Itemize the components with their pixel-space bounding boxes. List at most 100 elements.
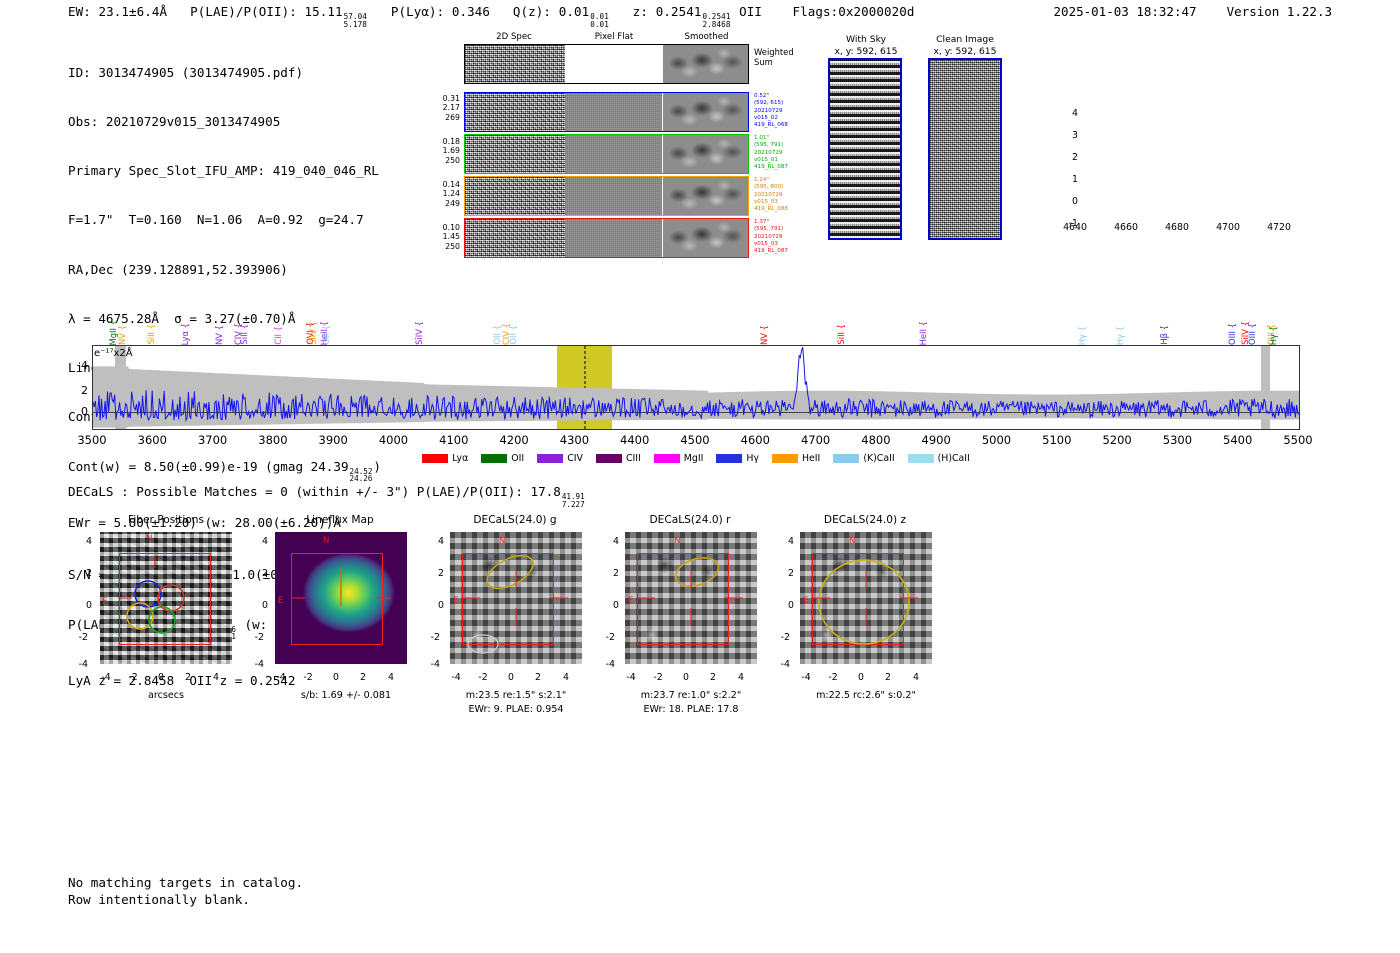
qz-label: Q(z): [512, 4, 552, 19]
spectrum-xtick: 4000 [378, 433, 409, 447]
lineflux-xtick: 4 [388, 672, 394, 683]
decals-z-ytick: 2 [788, 568, 794, 579]
fiber-positions-caption: arcsecs [147, 690, 185, 701]
emission-line-label: OIII { [1247, 323, 1258, 345]
decals-r-ytick: 2 [613, 568, 619, 579]
lineflux-ytick: -2 [254, 632, 264, 643]
col-header-pixel-flat: Pixel Flat [594, 32, 634, 42]
weighted-sum-label: Weighted Sum [754, 47, 794, 68]
emission-line-label: Hγ { [1115, 325, 1126, 345]
decals-z-xtick: 4 [913, 672, 919, 683]
lineflux-ytick: 0 [262, 600, 268, 611]
legend-item: CIV [537, 453, 583, 464]
with-sky-image [828, 58, 902, 240]
emission-line-label: OII { [320, 325, 331, 345]
lineflux-xtick: -2 [303, 672, 313, 683]
decals-g-xtick: 4 [563, 672, 569, 683]
legend-item: Lyα [422, 453, 468, 464]
decals-z-ytick: 0 [788, 600, 794, 611]
plae-value: 15.11 [304, 4, 343, 19]
compass-n-label: N [849, 536, 856, 546]
legend-item: HeII [771, 453, 820, 464]
col-header-2d-spec: 2D Spec [496, 32, 532, 42]
spectrum-xtick: 5500 [1283, 433, 1313, 447]
spectrum-xtick: 5100 [1042, 433, 1072, 447]
legend-item: (K)CaII [833, 453, 895, 464]
two-d-spectrum-panel: 2D Spec Pixel Flat Smoothed Weighted Sum… [418, 32, 808, 258]
info-seeing-throughput: F=1.7" T=0.160 N=1.06 A=0.92 g=24.7 [68, 212, 364, 228]
fiber-ytick: 2 [86, 568, 92, 579]
ew-label: EW: [68, 4, 91, 19]
legend-swatch [537, 454, 564, 463]
fiber-xtick: 2 [185, 672, 191, 683]
z-label: z: [632, 4, 649, 19]
weighted-flat-image [564, 45, 663, 83]
spectrum-xtick: 5200 [1102, 433, 1132, 447]
emission-line-label: SiIV { [307, 321, 318, 345]
spectrum-xtick: 5400 [1223, 433, 1253, 447]
plae-label: P(LAE)/P(OII): [190, 4, 297, 19]
decals-r-xtick: 4 [738, 672, 744, 683]
decals-g-ytick: 4 [438, 536, 444, 547]
decals-g-ytick: -2 [430, 632, 440, 643]
exposure-meta-3: 1.24" (595, 800) 20210729 v015_03 419_RL_088 [754, 177, 788, 213]
legend-swatch [716, 454, 743, 463]
compass-e-label: E [278, 596, 284, 606]
emission-line-label: Hβ { [1159, 325, 1170, 345]
spectrum-xtick: 4400 [620, 433, 650, 447]
decals-g-apertures [462, 554, 568, 654]
emission-line-fit-chart: e⁻¹⁷x2Å 4 3 2 1 0 -1 4640 4660 4680 4700… [1040, 56, 1340, 256]
exposure-2d-image [465, 177, 565, 215]
spectrum-xtick: 4600 [740, 433, 770, 447]
panel-title-decals-z: DECaLS(24.0) z [823, 514, 907, 526]
legend-label: MgII [683, 453, 704, 464]
decals-r-xtick: -4 [626, 672, 636, 683]
decals-r-caption-2: EWr: 18. PLAE: 17.8 [643, 704, 739, 715]
compass-e-label: E [628, 596, 634, 606]
legend-item: CIII [595, 453, 641, 464]
exposure-2d-image [465, 93, 565, 131]
decals-r-apertures [637, 557, 743, 626]
legend-item: OII [481, 453, 524, 464]
spectrum-xtick: 4800 [861, 433, 891, 447]
emission-line-label: HeII { [917, 320, 928, 345]
spectrum-xtick: 4700 [800, 433, 831, 447]
decals-z-xtick: 2 [885, 672, 891, 683]
decals-g-field-box [462, 553, 554, 645]
decals-r-field-box [637, 553, 729, 645]
panel-title-lineflux-map: Lineflux Map [306, 514, 374, 526]
weighted-sum-strip [464, 44, 749, 84]
ew-value: 23.1±6.4Å [98, 4, 168, 19]
linefit-xtick: 4640 [1063, 222, 1087, 233]
legend-swatch [771, 454, 798, 463]
panel-title-decals-r: DECaLS(24.0) r [649, 514, 731, 526]
linefit-ytick: -1 [1068, 218, 1078, 229]
decals-g-ytick: 0 [438, 600, 444, 611]
flags-value: Flags:0x2000020d [792, 4, 915, 19]
exposure-flat-image [564, 219, 663, 257]
legend-label: CIV [567, 453, 583, 464]
z-type: OII [739, 4, 763, 19]
decals-g-caption-1: m:23.5 re:1.5" s:2.1" [465, 690, 567, 701]
footer-line-1: No matching targets in catalog. [68, 875, 304, 890]
decals-r-xtick: 2 [710, 672, 716, 683]
z-bounds: 0.2541 2.8468 [702, 12, 731, 29]
spectrum-xtick: 4100 [439, 433, 469, 447]
decals-r-ytick: 4 [613, 536, 619, 547]
decals-g-ytick: 2 [438, 568, 444, 579]
decals-r-xtick: -2 [653, 672, 663, 683]
emission-line-label: OIII { [1226, 323, 1237, 345]
linefit-ytick: 3 [1072, 130, 1078, 141]
with-sky-title: With Sky x, y: 592, 615 [834, 34, 898, 57]
decals-g-caption-2: EWr: 9. PLAE: 0.954 [468, 704, 564, 715]
decals-g-xtick: -4 [451, 672, 461, 683]
timestamp: 2025-01-03 18:32:47 [1053, 4, 1197, 19]
spectrum-xtick: 4900 [921, 433, 951, 447]
spectrum-svg [93, 346, 1299, 429]
exposure-strip-4 [464, 218, 749, 258]
spectrum-xtick: 4500 [680, 433, 710, 447]
lineflux-xtick: 0 [333, 672, 339, 683]
fiber-circles [119, 556, 185, 634]
decals-r-ytick: 0 [613, 600, 619, 611]
report-header: EW: 23.1±6.4Å P(LAE)/P(OII): 15.11 57.04 5… [0, 4, 1400, 29]
